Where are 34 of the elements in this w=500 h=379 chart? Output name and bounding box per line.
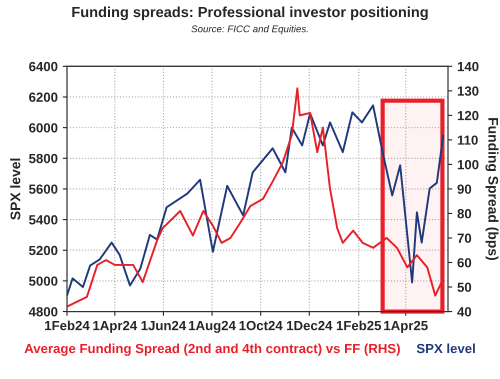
y2-tick-label: 50 <box>457 282 472 292</box>
y2-tick-label: 120 <box>458 110 478 120</box>
y-tick-label: 6000 <box>29 123 58 133</box>
x-tick-label: 1Jun24 <box>142 320 186 330</box>
y2-tick-label: 140 <box>458 62 478 72</box>
y2-axis-title: Funding Spread (bps) <box>485 118 498 260</box>
y-tick-label: 6400 <box>29 62 58 72</box>
y-tick-label: 6200 <box>29 92 58 102</box>
chart-title: Funding spreads: Professional investor positioning <box>72 6 428 20</box>
x-tick-label: 1Feb25 <box>336 320 382 330</box>
y2-tick-label: 80 <box>457 209 472 218</box>
y-tick-label: 5200 <box>29 246 58 256</box>
x-tick-label: 1Apr24 <box>93 320 138 333</box>
y2-tick-label: 60 <box>458 258 472 268</box>
y-tick-label: 5000 <box>29 276 58 286</box>
y2-tick-label: 40 <box>457 307 472 316</box>
y2-tick-label: 100 <box>458 160 478 170</box>
x-tick-label: 1Apr25 <box>384 320 428 333</box>
y2-tick-label: 130 <box>458 86 478 96</box>
x-tick-label: 1Oct24 <box>240 320 283 330</box>
text: SPX level <box>416 344 475 354</box>
x-tick-label: 1Aug24 <box>189 320 236 333</box>
x-tick-label: 1Feb24 <box>45 320 90 330</box>
x-tick-label: 1Dec24 <box>287 320 332 330</box>
y2-tick-label: 90 <box>457 184 472 194</box>
y2-tick-label: 70 <box>458 234 472 243</box>
y-tick-label: 4800 <box>28 307 58 316</box>
y2-tick-label: 110 <box>458 135 478 145</box>
y-axis-title: SPX level <box>10 158 20 220</box>
text: Average Funding Spread (2nd and 4th contract) vs FF (RHS) <box>24 344 400 356</box>
y-tick-label: 5400 <box>29 215 58 224</box>
y-tick-label: 5800 <box>29 154 58 164</box>
y-tick-label: 5600 <box>29 184 58 194</box>
chart-subtitle: Source: FICC and Equities. <box>191 25 308 34</box>
